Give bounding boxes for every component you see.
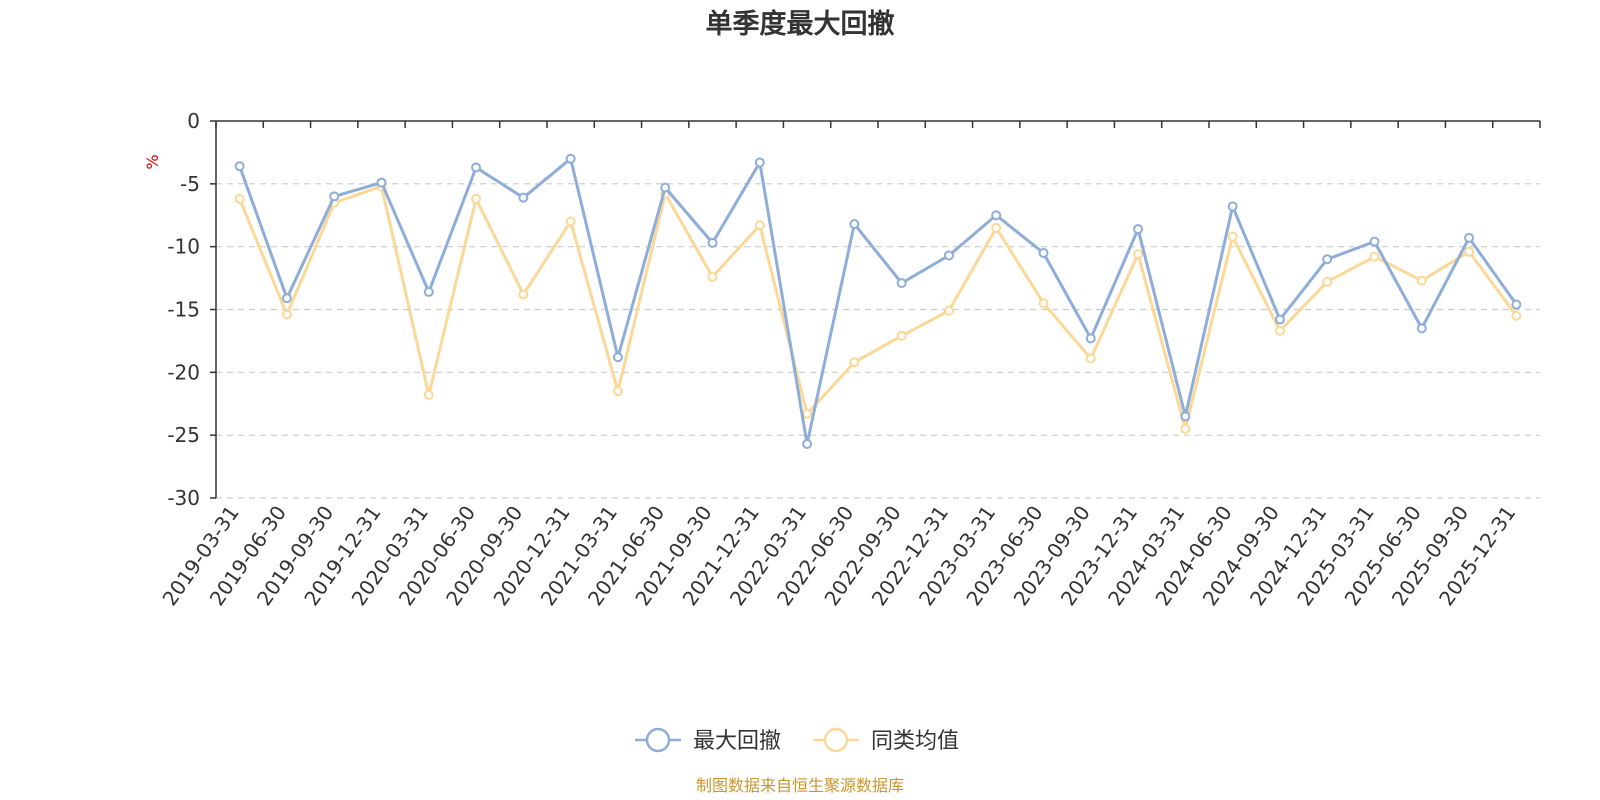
data-point <box>1464 246 1475 257</box>
data-point <box>896 330 907 341</box>
legend-marker <box>823 727 849 753</box>
legend: 最大回撤 同类均值 <box>635 727 959 754</box>
data-point <box>1416 275 1427 286</box>
data-point <box>234 193 245 204</box>
series-line <box>238 184 1518 431</box>
series-0 <box>234 153 1522 449</box>
data-point <box>612 352 623 363</box>
data-point <box>1511 299 1522 310</box>
data-point <box>1464 232 1475 243</box>
data-point <box>1227 231 1238 242</box>
data-source-note: 制图数据来自恒生聚源数据库 <box>696 776 904 795</box>
data-point <box>565 216 576 227</box>
legend-label: 最大回撤 <box>693 729 781 754</box>
series-1 <box>234 181 1522 434</box>
series-line <box>238 157 1518 446</box>
legend-item[interactable]: 同类均值 <box>813 727 959 754</box>
y-tick-label: -20 <box>167 360 200 384</box>
y-tick-label: -10 <box>167 235 200 259</box>
data-point <box>281 309 292 320</box>
data-point <box>518 192 529 203</box>
y-axis-unit: % <box>143 154 162 169</box>
data-point <box>1133 249 1144 260</box>
data-point <box>707 237 718 248</box>
data-point <box>471 193 482 204</box>
data-point <box>376 177 387 188</box>
data-point <box>943 305 954 316</box>
data-point <box>660 182 671 193</box>
data-point <box>1274 325 1285 336</box>
data-point <box>329 191 340 202</box>
data-point <box>565 153 576 164</box>
y-tick-label: -5 <box>180 172 200 196</box>
grid-lines <box>216 183 1540 499</box>
data-point <box>991 210 1002 221</box>
data-point <box>612 386 623 397</box>
data-point <box>1416 323 1427 334</box>
data-point <box>802 408 813 419</box>
data-point <box>754 157 765 168</box>
data-point <box>423 286 434 297</box>
data-point <box>943 250 954 261</box>
y-tick-label: -15 <box>167 298 200 322</box>
data-point <box>1274 314 1285 325</box>
data-point <box>518 289 529 300</box>
data-point <box>1180 411 1191 422</box>
data-point <box>1085 353 1096 364</box>
data-point <box>1369 236 1380 247</box>
data-point <box>1180 423 1191 434</box>
series-layer <box>234 153 1522 449</box>
data-point <box>754 220 765 231</box>
y-tick-label: -25 <box>167 423 200 447</box>
data-point <box>1038 298 1049 309</box>
x-axis-ticks: 2019-03-312019-06-302019-09-302019-12-31… <box>157 121 1541 610</box>
data-point <box>1227 201 1238 212</box>
data-point <box>802 438 813 449</box>
data-point <box>1322 276 1333 287</box>
y-axis-ticks: 0 -5 -10 -15 -20 -25 -30 <box>167 109 216 510</box>
data-point <box>1511 310 1522 321</box>
data-point <box>991 222 1002 233</box>
data-point <box>1322 254 1333 265</box>
data-point <box>423 389 434 400</box>
data-point <box>281 293 292 304</box>
data-point <box>849 357 860 368</box>
data-point <box>896 278 907 289</box>
chart-title: 单季度最大回撤 <box>706 8 895 40</box>
data-point <box>1369 251 1380 262</box>
y-tick-label: 0 <box>187 109 200 133</box>
data-point <box>849 219 860 230</box>
legend-marker <box>645 727 671 753</box>
y-tick-label: -30 <box>167 486 200 510</box>
data-point <box>1085 333 1096 344</box>
data-point <box>471 162 482 173</box>
data-point <box>1038 247 1049 258</box>
data-point <box>707 271 718 282</box>
legend-label: 同类均值 <box>871 729 959 754</box>
legend-item[interactable]: 最大回撤 <box>635 727 781 754</box>
data-point <box>234 161 245 172</box>
data-point <box>1133 224 1144 235</box>
